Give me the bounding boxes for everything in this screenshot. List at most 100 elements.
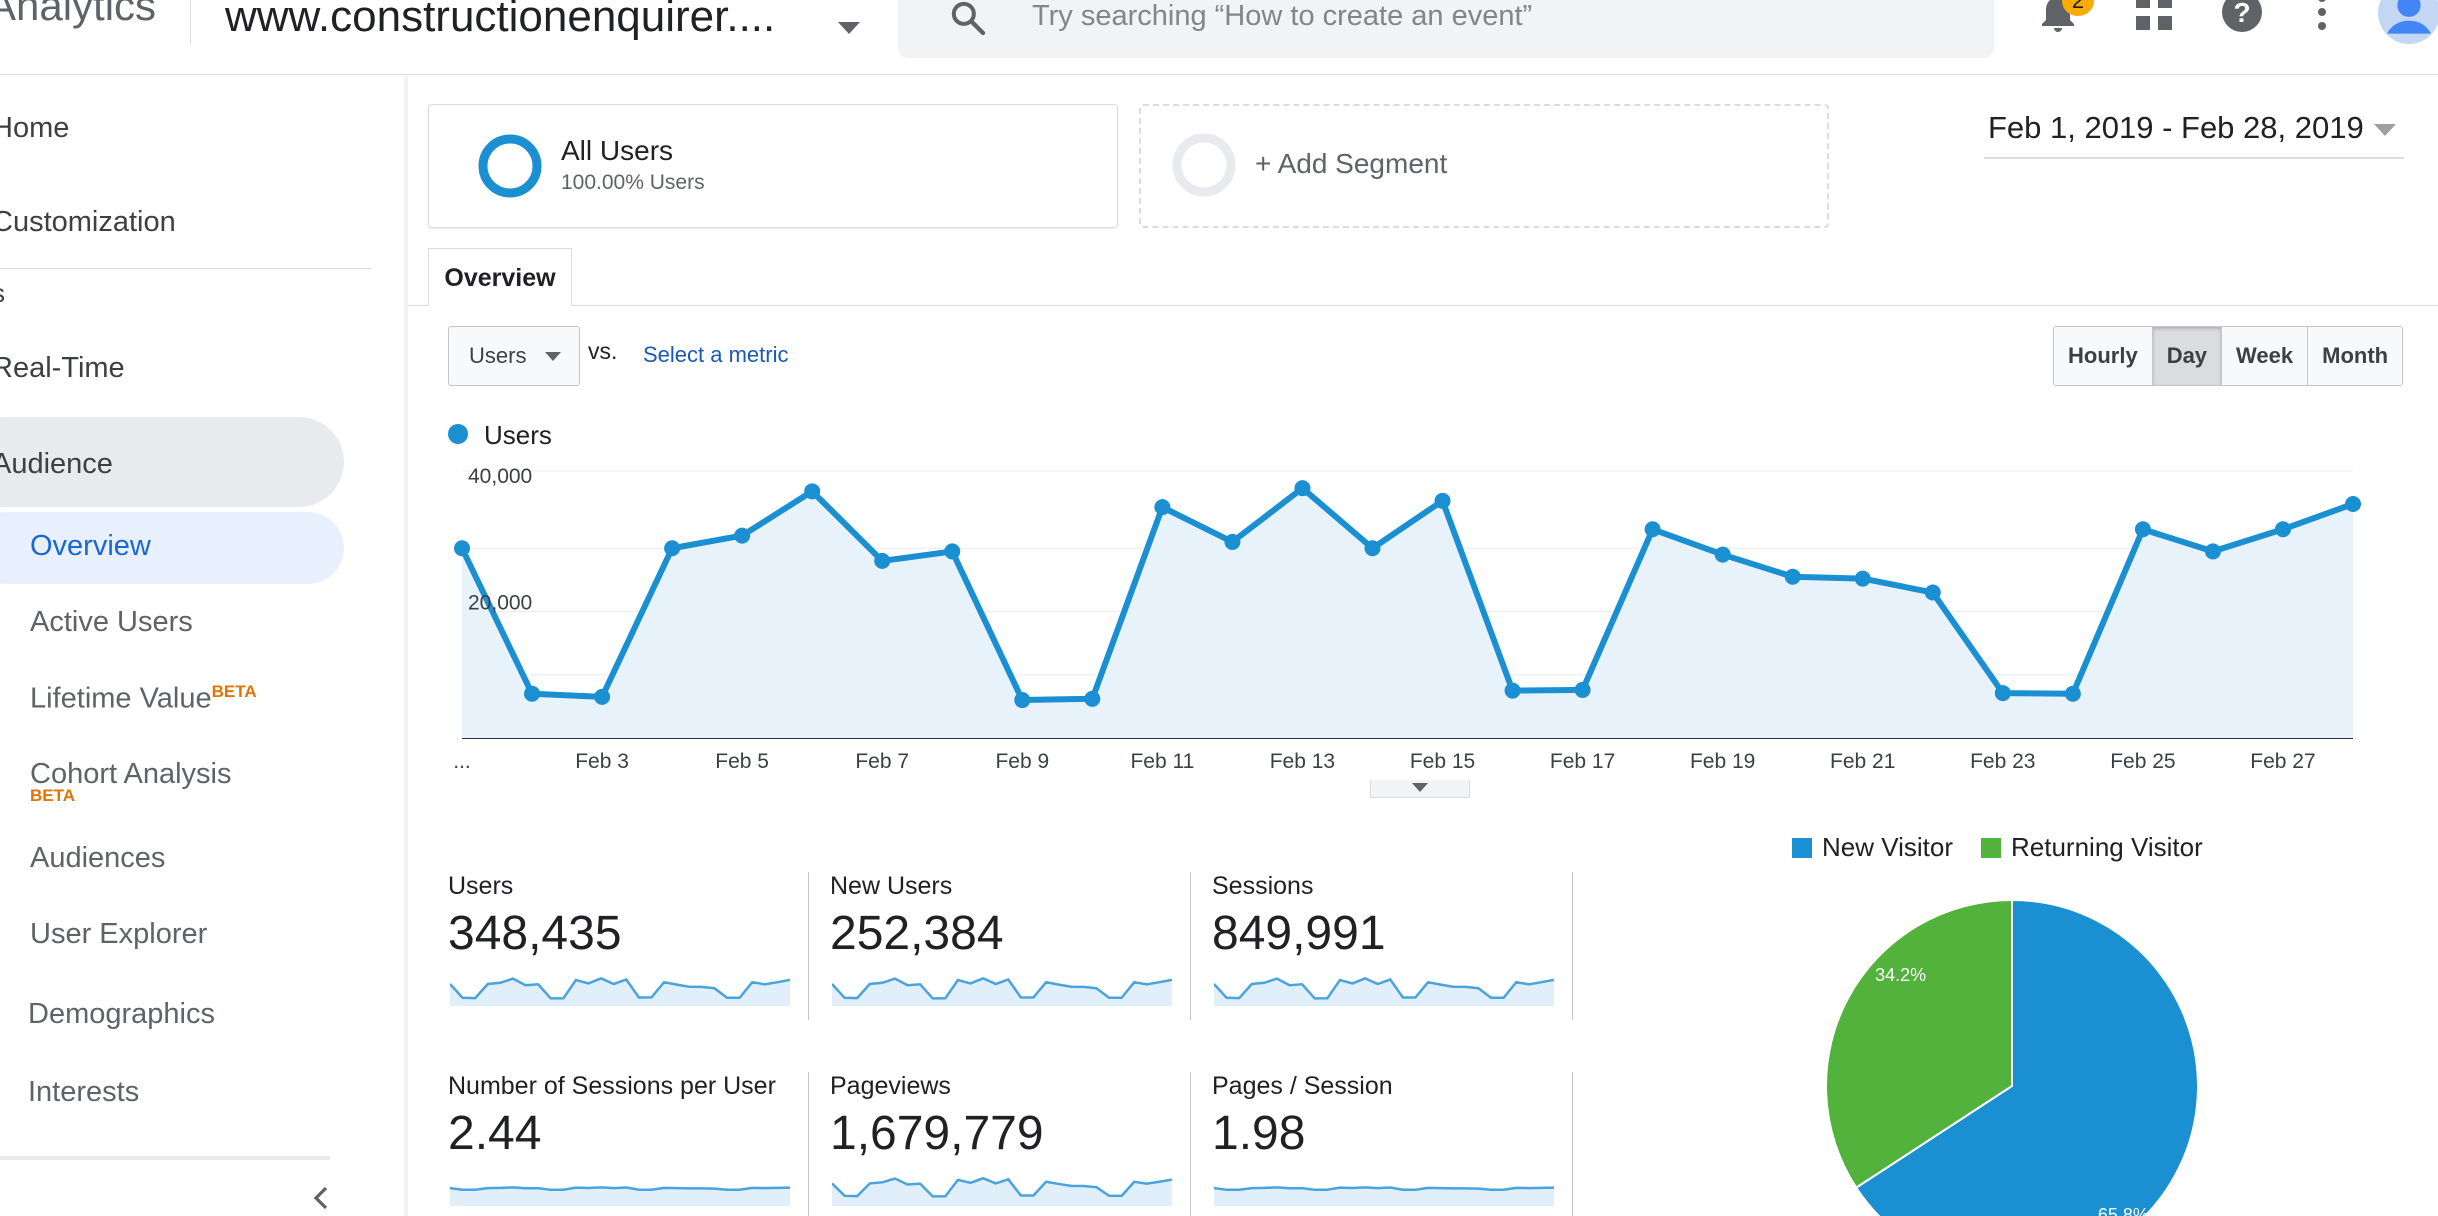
metric-label: New Users bbox=[830, 872, 953, 900]
chart-area-fill bbox=[462, 488, 2353, 738]
x-tick-label: Feb 17 bbox=[1550, 750, 1615, 773]
hourly-button[interactable]: Hourly bbox=[2054, 327, 2153, 385]
property-selector[interactable]: www.constructionenquirer.... bbox=[225, 0, 776, 41]
users-line-chart[interactable]: 40,000 20,000 ... Feb 3 Feb 5 Feb 7 Feb 9 Feb … bbox=[440, 455, 2400, 805]
add-segment-button[interactable]: + Add Segment bbox=[1139, 104, 1829, 228]
visitor-pie-chart[interactable]: 65.8% 34.2% bbox=[1816, 890, 2216, 1216]
sidebar-item-audience-highlight bbox=[0, 417, 344, 507]
chart-point-1[interactable] bbox=[454, 540, 470, 557]
x-tick-label: Feb 7 bbox=[855, 750, 909, 773]
chart-point-27[interactable] bbox=[2274, 521, 2291, 538]
search-icon[interactable] bbox=[948, 0, 988, 38]
notification-count-badge[interactable]: 2 bbox=[2062, 0, 2094, 16]
search-box[interactable] bbox=[898, 0, 1994, 58]
chart-point-26[interactable] bbox=[2204, 543, 2221, 560]
account-avatar-icon[interactable] bbox=[2378, 0, 2438, 44]
property-dropdown-icon[interactable] bbox=[838, 22, 860, 34]
sidebar-item-overview-highlight bbox=[0, 512, 344, 584]
chart-point-12[interactable] bbox=[1224, 533, 1241, 550]
sidebar-item-lifetime-value[interactable]: Lifetime ValueBETA bbox=[30, 682, 257, 716]
chevron-down-icon bbox=[545, 352, 561, 361]
brand-title[interactable]: Analytics bbox=[0, 0, 157, 29]
chart-point-4[interactable] bbox=[664, 540, 681, 557]
metric-pages-per-session[interactable]: Pages / Session 1.98 bbox=[1212, 1072, 1568, 1216]
chart-point-8[interactable] bbox=[944, 543, 961, 560]
sidebar-item-audiences[interactable]: Audiences bbox=[30, 842, 166, 874]
chart-point-24[interactable] bbox=[2064, 685, 2081, 702]
chart-point-11[interactable] bbox=[1154, 499, 1171, 516]
chart-point-20[interactable] bbox=[1784, 568, 1801, 585]
chart-legend-label: Users bbox=[484, 420, 552, 450]
sidebar-item-cohort-analysis[interactable]: Cohort Analysis bbox=[30, 758, 232, 791]
chart-point-2[interactable] bbox=[524, 685, 541, 702]
metric-sessions-per-user[interactable]: Number of Sessions per User 2.44 bbox=[448, 1072, 804, 1216]
sidebar-item-active-users[interactable]: Active Users bbox=[30, 606, 193, 638]
chart-point-16[interactable] bbox=[1504, 682, 1521, 699]
sidebar-item-audience[interactable]: Audience bbox=[0, 448, 113, 480]
sidebar-edge bbox=[404, 76, 408, 1216]
tab-overview[interactable]: Overview bbox=[428, 248, 572, 306]
chart-point-28[interactable] bbox=[2345, 495, 2361, 512]
chart-point-22[interactable] bbox=[1924, 584, 1941, 601]
chart-expand-handle[interactable] bbox=[1370, 780, 1470, 798]
legend-label: New Visitor bbox=[1822, 832, 1954, 862]
select-metric-link[interactable]: Select a metric bbox=[643, 342, 789, 367]
pie-legend-new-visitor[interactable]: New Visitor bbox=[1792, 832, 1953, 863]
pie-legend-returning-visitor[interactable]: Returning Visitor bbox=[1981, 832, 2203, 863]
chart-point-19[interactable] bbox=[1714, 546, 1731, 563]
chart-point-17[interactable] bbox=[1574, 681, 1591, 698]
metric-separator bbox=[1572, 1072, 1573, 1216]
date-range-picker[interactable]: Feb 1, 2019 - Feb 28, 2019 bbox=[1988, 110, 2364, 145]
chart-point-10[interactable] bbox=[1084, 690, 1101, 707]
sidebar-item-customization[interactable]: Customization bbox=[0, 206, 176, 238]
sidebar-item-home[interactable]: Home bbox=[0, 112, 70, 144]
pie-slice-new-visitor[interactable] bbox=[1854, 898, 2199, 1216]
sidebar-item-demographics[interactable]: Demographics bbox=[28, 998, 215, 1030]
sidebar-item-real-time[interactable]: Real-Time bbox=[0, 352, 125, 384]
sparkline-line bbox=[450, 1186, 790, 1192]
add-segment-label: + Add Segment bbox=[1255, 148, 1448, 179]
help-icon[interactable]: ? bbox=[2218, 0, 2266, 36]
chart-point-5[interactable] bbox=[734, 527, 751, 544]
chart-point-15[interactable] bbox=[1434, 492, 1451, 509]
metric-sessions[interactable]: Sessions 849,991 bbox=[1212, 872, 1568, 1022]
week-button[interactable]: Week bbox=[2222, 327, 2309, 385]
chart-point-6[interactable] bbox=[804, 483, 821, 500]
sparkline bbox=[832, 976, 1172, 1006]
metric-value: 849,991 bbox=[1212, 907, 1386, 960]
chevron-left-icon[interactable] bbox=[306, 1180, 336, 1216]
metric-value: 1.98 bbox=[1212, 1107, 1306, 1160]
metric-pageviews[interactable]: Pageviews 1,679,779 bbox=[830, 1072, 1186, 1216]
metric-users[interactable]: Users 348,435 bbox=[448, 872, 804, 1022]
apps-grid-icon[interactable] bbox=[2130, 0, 2178, 36]
chart-point-25[interactable] bbox=[2134, 521, 2151, 538]
chart-point-3[interactable] bbox=[594, 688, 611, 705]
month-button[interactable]: Month bbox=[2308, 327, 2403, 385]
metric-separator bbox=[808, 872, 809, 1020]
chart-point-23[interactable] bbox=[1994, 685, 2011, 702]
sidebar-item-overview[interactable]: Overview bbox=[30, 530, 151, 562]
x-tick-label: Feb 11 bbox=[1130, 750, 1194, 773]
top-bar: Analytics www.constructionenquirer.... 2… bbox=[0, 0, 2438, 75]
chart-point-21[interactable] bbox=[1854, 570, 1871, 587]
pie-slice-returning-visitor[interactable] bbox=[1825, 898, 2013, 1190]
more-vert-icon[interactable] bbox=[2298, 0, 2346, 36]
chart-point-7[interactable] bbox=[874, 552, 891, 569]
chevron-down-icon[interactable] bbox=[2374, 124, 2396, 136]
chart-point-9[interactable] bbox=[1014, 692, 1031, 709]
day-button[interactable]: Day bbox=[2152, 327, 2223, 385]
metric-select[interactable]: Users bbox=[448, 326, 580, 386]
chart-point-13[interactable] bbox=[1294, 480, 1311, 497]
search-input[interactable] bbox=[1032, 0, 1932, 34]
chart-point-14[interactable] bbox=[1364, 540, 1381, 557]
sidebar-item-user-explorer[interactable]: User Explorer bbox=[30, 918, 208, 950]
metric-new-users[interactable]: New Users 252,384 bbox=[830, 872, 1186, 1022]
segment-all-users[interactable]: All Users 100.00% Users bbox=[428, 104, 1118, 228]
sidebar-item-interests[interactable]: Interests bbox=[28, 1076, 140, 1108]
metric-separator bbox=[1190, 1072, 1191, 1216]
chart-point-18[interactable] bbox=[1644, 521, 1661, 538]
metric-value: 1,679,779 bbox=[830, 1107, 1044, 1160]
sparkline-line bbox=[832, 1176, 1172, 1198]
svg-text:?: ? bbox=[2233, 0, 2250, 28]
